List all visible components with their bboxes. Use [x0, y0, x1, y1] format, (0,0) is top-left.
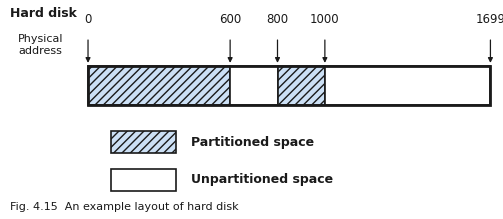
Text: Partitioned space: Partitioned space [191, 136, 314, 149]
Text: Fig. 4.15  An example layout of hard disk: Fig. 4.15 An example layout of hard disk [10, 202, 239, 212]
Bar [88, 66, 490, 105]
Text: 600: 600 [219, 13, 241, 26]
Bar [325, 66, 490, 105]
Text: Unpartitioned space: Unpartitioned space [191, 173, 333, 186]
Text: Physical
address: Physical address [18, 34, 63, 56]
Bar [278, 66, 325, 105]
Bar [111, 169, 176, 191]
Bar [230, 66, 278, 105]
Text: 1000: 1000 [310, 13, 340, 26]
Text: Hard disk: Hard disk [10, 7, 77, 19]
Bar [88, 66, 230, 105]
Text: 800: 800 [267, 13, 289, 26]
Text: 1699: 1699 [475, 13, 503, 26]
Bar [111, 131, 176, 153]
Text: 0: 0 [85, 13, 92, 26]
